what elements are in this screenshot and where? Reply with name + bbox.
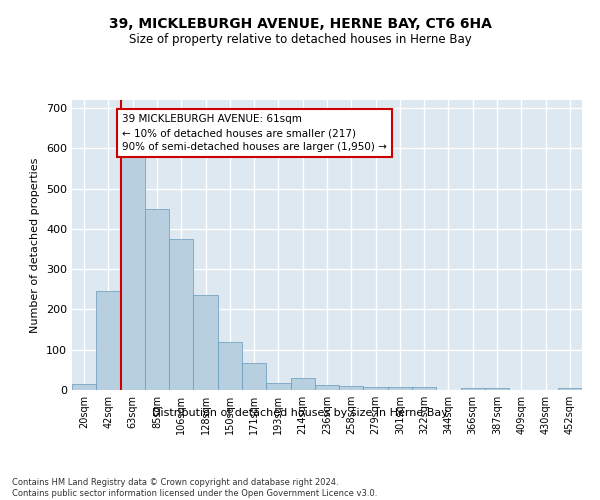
Bar [121, 153, 145, 390]
Bar [485, 388, 509, 390]
Bar [242, 362, 266, 390]
Bar [218, 342, 242, 390]
Bar [339, 386, 364, 390]
Bar [290, 378, 315, 390]
Bar [461, 388, 485, 390]
Bar [388, 387, 412, 390]
Y-axis label: Number of detached properties: Number of detached properties [31, 158, 40, 332]
Bar [145, 209, 169, 390]
Bar [169, 239, 193, 390]
Text: 39, MICKLEBURGH AVENUE, HERNE BAY, CT6 6HA: 39, MICKLEBURGH AVENUE, HERNE BAY, CT6 6… [109, 18, 491, 32]
Bar [364, 387, 388, 390]
Text: Size of property relative to detached houses in Herne Bay: Size of property relative to detached ho… [128, 32, 472, 46]
Bar [315, 385, 339, 390]
Bar [193, 296, 218, 390]
Text: Contains HM Land Registry data © Crown copyright and database right 2024.
Contai: Contains HM Land Registry data © Crown c… [12, 478, 377, 498]
Text: Distribution of detached houses by size in Herne Bay: Distribution of detached houses by size … [152, 408, 448, 418]
Bar [96, 290, 121, 390]
Bar [412, 387, 436, 390]
Bar [558, 388, 582, 390]
Bar [266, 383, 290, 390]
Text: 39 MICKLEBURGH AVENUE: 61sqm
← 10% of detached houses are smaller (217)
90% of s: 39 MICKLEBURGH AVENUE: 61sqm ← 10% of de… [122, 114, 386, 152]
Bar [72, 384, 96, 390]
